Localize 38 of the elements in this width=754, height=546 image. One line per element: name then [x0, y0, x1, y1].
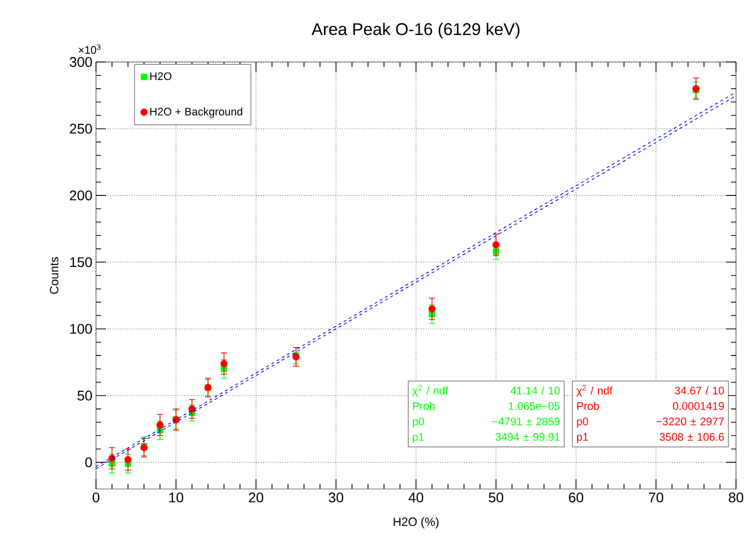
annotation: 41.14 / 10 — [510, 386, 560, 394]
annotation: −4791 ± 2859 — [492, 418, 560, 426]
y-tick-label: 200 — [70, 190, 92, 200]
x-tick-label: 20 — [248, 492, 264, 502]
x-tick-label: 80 — [728, 492, 744, 502]
annotation: −3220 ± 2977 — [656, 418, 724, 426]
chart-title: Area Peak O-16 (6129 keV) — [312, 22, 520, 38]
annotation: p0 — [412, 418, 424, 428]
y-tick-label: 300 — [70, 57, 92, 67]
annotation: p1 — [577, 433, 588, 443]
annotation: Prob — [577, 402, 600, 410]
x-tick-label: 60 — [568, 492, 584, 502]
y-tick-label: 50 — [78, 390, 92, 401]
text: ×10$^{3}$ — [78, 44, 101, 54]
annotation: 1.065e−05 — [508, 402, 560, 410]
y-tick-label: 100 — [70, 324, 92, 334]
annotation: χ$^{2}$ / ndf — [576, 385, 612, 397]
y-tick-label: 150 — [70, 257, 92, 268]
annotation: 3508 ± 106.6 — [660, 433, 724, 441]
legend-label: H2O — [150, 72, 172, 80]
y-axis-title: Counts — [50, 256, 58, 294]
x-tick-label: 50 — [488, 492, 504, 502]
y-tick-label: 250 — [70, 124, 92, 134]
x-tick-label: 30 — [328, 492, 344, 502]
x-tick-label: 40 — [408, 492, 424, 502]
x-axis-title: H2O (%) — [394, 517, 438, 528]
x-tick-label: 70 — [648, 492, 664, 502]
x-tick-label: 0 — [92, 492, 100, 502]
x-tick-label: 10 — [169, 492, 184, 502]
y-tick-label: 0 — [85, 457, 92, 468]
legend-label: H2O + Background — [150, 107, 242, 118]
annotation: 3494 ± 99.91 — [496, 433, 560, 441]
annotation: 0.0001419 — [672, 402, 724, 410]
annotation: 34.67 / 10 — [674, 386, 724, 394]
annotation: χ$^{2}$ / ndf — [412, 385, 448, 397]
annotation: p1 — [412, 433, 424, 443]
annotation: p0 — [577, 418, 588, 428]
annotation: Prob — [413, 402, 435, 410]
